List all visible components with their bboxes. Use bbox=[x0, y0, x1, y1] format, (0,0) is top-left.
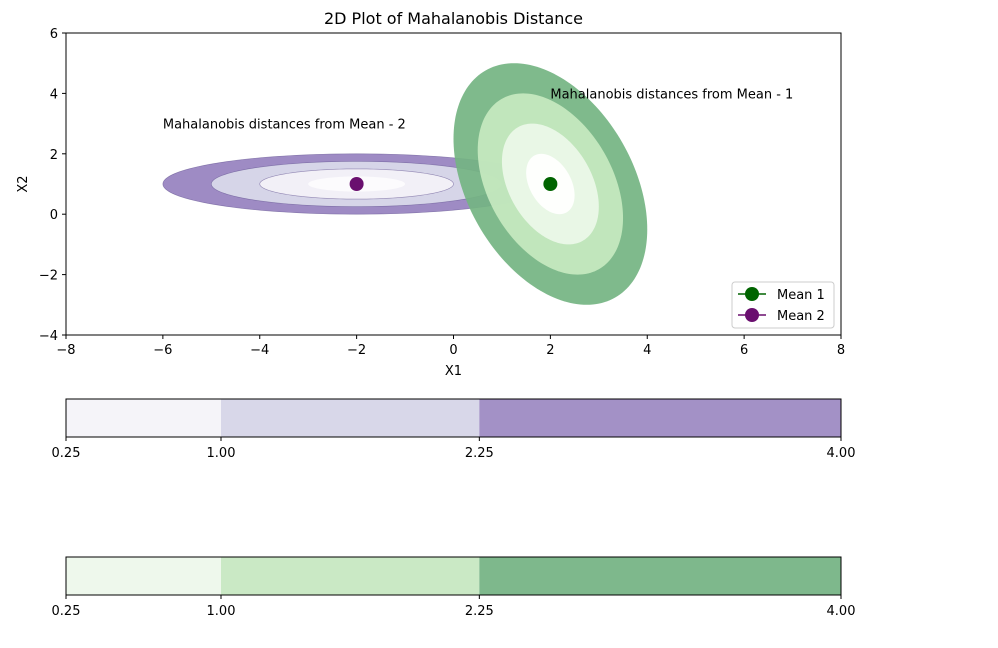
x-tick-label: 4 bbox=[643, 343, 651, 358]
y-tick-label: −4 bbox=[39, 329, 58, 344]
y-tick-label: 6 bbox=[50, 27, 58, 42]
mean-marker bbox=[349, 177, 364, 191]
y-tick-label: 4 bbox=[50, 87, 58, 102]
colorbar-frame bbox=[65, 398, 842, 438]
x-tick-label: 6 bbox=[740, 343, 748, 358]
colorbar-tick-label: 2.25 bbox=[465, 604, 494, 619]
colorbar-segment bbox=[66, 399, 221, 437]
colorbar-tick-label: 2.25 bbox=[465, 446, 494, 461]
x-tick-label: 0 bbox=[449, 343, 457, 358]
colorbar-segment bbox=[66, 557, 221, 595]
annotation: Mahalanobis distances from Mean - 1 bbox=[550, 87, 793, 102]
colorbar-tick-label: 4.00 bbox=[827, 604, 856, 619]
colorbar-segment bbox=[221, 557, 480, 595]
colorbar-segment bbox=[479, 557, 841, 595]
y-tick-label: 2 bbox=[50, 148, 58, 163]
x-axis-label: X1 bbox=[445, 364, 462, 379]
legend-label: Mean 2 bbox=[777, 309, 825, 324]
colorbars: 0.25 1.00 2.25 4.00 0.25 1.00 2.25 4.00 bbox=[52, 398, 856, 619]
legend-marker bbox=[745, 308, 759, 322]
colorbar-tick-label: 1.00 bbox=[207, 446, 236, 461]
colorbar-1: 0.25 1.00 2.25 4.00 bbox=[52, 398, 856, 461]
x-tick-label: −2 bbox=[347, 343, 366, 358]
colorbar-2: 0.25 1.00 2.25 4.00 bbox=[52, 556, 856, 619]
colorbar-segment bbox=[479, 399, 841, 437]
y-axis-label: X2 bbox=[16, 175, 31, 192]
colorbar-tick-label: 4.00 bbox=[827, 446, 856, 461]
y-tick-label: 0 bbox=[50, 208, 58, 223]
legend: Mean 1 Mean 2 bbox=[731, 281, 835, 329]
annotation: Mahalanobis distances from Mean - 2 bbox=[163, 118, 406, 133]
main-plot: Mahalanobis distances from Mean - 1 Mahal… bbox=[16, 9, 845, 379]
y-tick-label: −2 bbox=[39, 269, 58, 284]
x-tick-label: −6 bbox=[153, 343, 172, 358]
x-tick-label: −4 bbox=[250, 343, 269, 358]
legend-label: Mean 1 bbox=[777, 288, 825, 303]
colorbar-tick-label: 0.25 bbox=[52, 604, 81, 619]
x-tick-label: −8 bbox=[56, 343, 75, 358]
colorbar-segment bbox=[221, 399, 480, 437]
colorbar-tick-label: 1.00 bbox=[207, 604, 236, 619]
chart-title: 2D Plot of Mahalanobis Distance bbox=[324, 9, 583, 28]
mean-marker bbox=[543, 177, 558, 191]
x-tick-label: 2 bbox=[546, 343, 554, 358]
colorbar-frame bbox=[65, 556, 842, 596]
colorbar-tick-label: 0.25 bbox=[52, 446, 81, 461]
legend-marker bbox=[745, 287, 759, 301]
x-tick-label: 8 bbox=[837, 343, 845, 358]
